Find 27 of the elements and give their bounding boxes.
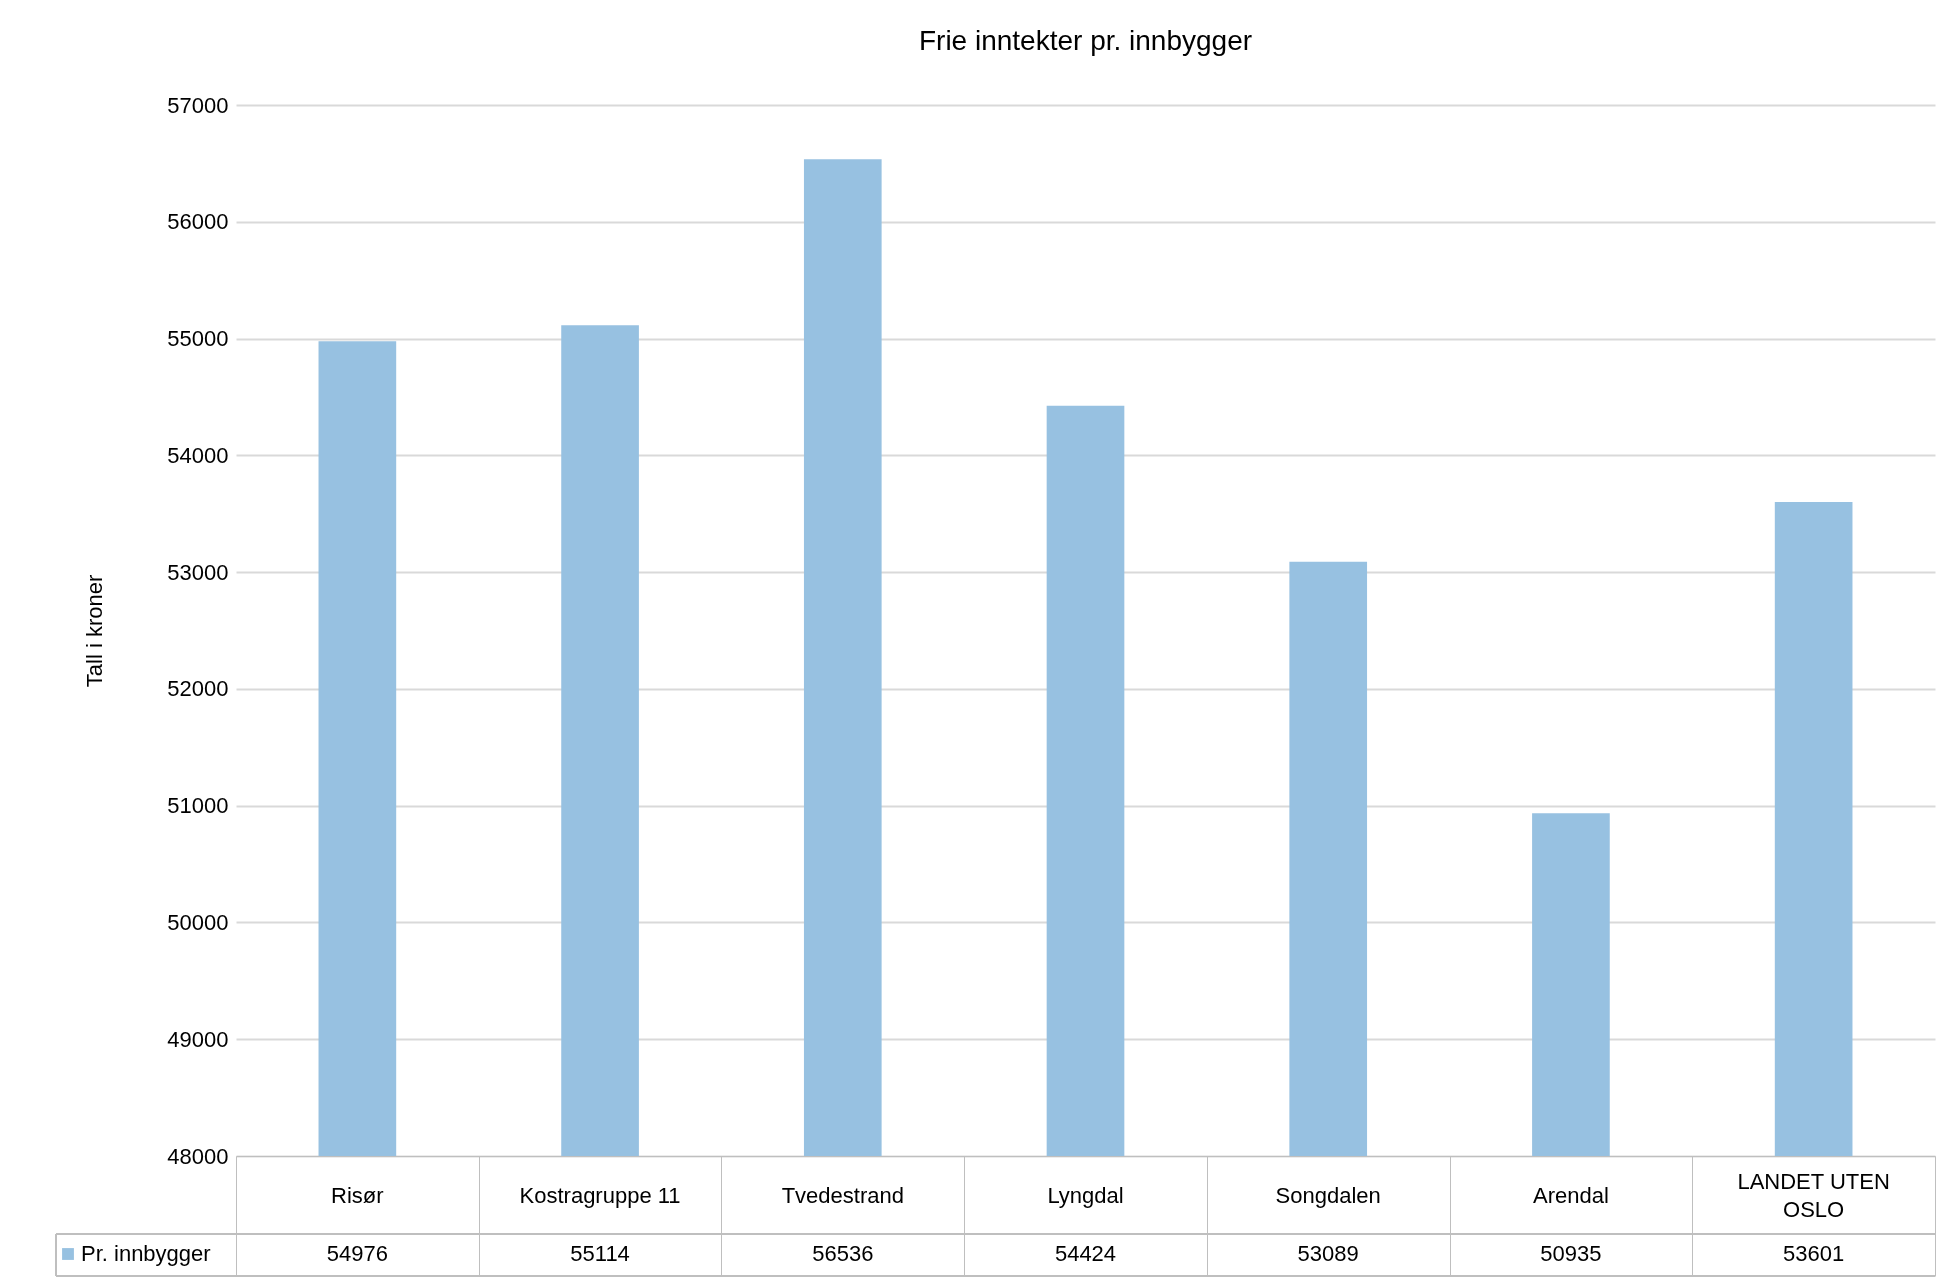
y-tick-label: 52000 [167, 676, 229, 702]
y-tick-label: 55000 [167, 326, 229, 352]
x-tick-label: Arendal [1533, 1183, 1609, 1208]
y-tick-label: 56000 [167, 209, 229, 235]
x-tick-label: Tvedestrand [781, 1183, 904, 1208]
y-axis-title: Tall i kroner [82, 574, 108, 688]
y-tick-label: 48000 [167, 1143, 229, 1169]
data-label: 53601 [1783, 1241, 1845, 1266]
data-label: 54976 [326, 1241, 388, 1266]
y-tick-label: 49000 [167, 1026, 229, 1052]
x-tick-label: Kostragruppe 11 [519, 1183, 681, 1208]
data-label: 54424 [1054, 1241, 1117, 1266]
x-tick-label: Lyngdal [1047, 1183, 1124, 1208]
y-tick-label: 57000 [167, 92, 229, 118]
y-tick-label: 53000 [167, 559, 229, 585]
y-tick-label: 50000 [167, 909, 229, 935]
x-tick-label: LANDET UTEN OSLO [1737, 1169, 1890, 1222]
data-label: 55114 [570, 1241, 630, 1266]
x-tick-label: Songdalen [1275, 1183, 1381, 1208]
data-label: 56536 [812, 1241, 874, 1266]
y-tick-label: 54000 [167, 442, 229, 468]
legend-label: Pr. innbygger [81, 1241, 211, 1266]
x-tick-label: Risør [331, 1183, 384, 1208]
data-label: 53089 [1297, 1241, 1359, 1266]
data-label: 50935 [1540, 1241, 1602, 1266]
chart-title: Frie inntekter pr. innbygger [918, 25, 1253, 56]
y-tick-label: 51000 [167, 793, 229, 819]
